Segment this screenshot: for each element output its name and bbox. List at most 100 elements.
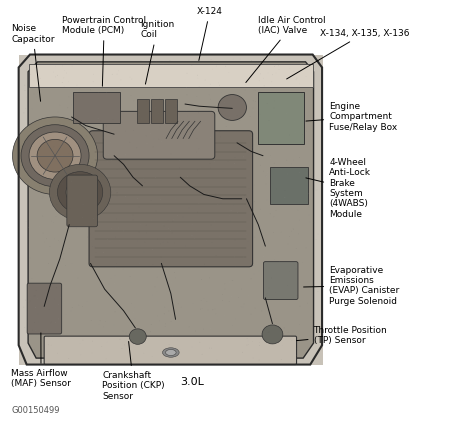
- Point: [309, 291, 316, 298]
- Point: [307, 314, 315, 321]
- Point: [56, 102, 64, 109]
- Point: [24, 133, 31, 140]
- Point: [84, 234, 91, 241]
- Point: [250, 270, 258, 277]
- Circle shape: [37, 140, 73, 172]
- Point: [188, 343, 196, 350]
- Point: [98, 56, 106, 63]
- Point: [53, 284, 60, 291]
- Point: [116, 237, 123, 244]
- Point: [188, 62, 196, 69]
- FancyBboxPatch shape: [44, 336, 297, 365]
- Point: [237, 286, 245, 292]
- Point: [91, 200, 98, 206]
- Point: [194, 124, 201, 131]
- Point: [36, 182, 44, 189]
- Point: [290, 157, 297, 164]
- Point: [122, 128, 129, 135]
- Point: [47, 319, 55, 326]
- Point: [263, 290, 271, 297]
- Point: [176, 165, 183, 172]
- Point: [120, 228, 128, 235]
- Point: [268, 78, 275, 85]
- Point: [247, 275, 255, 282]
- Circle shape: [12, 117, 98, 194]
- Point: [165, 280, 173, 287]
- Point: [43, 245, 51, 252]
- Point: [55, 237, 62, 244]
- Point: [30, 346, 38, 353]
- Point: [54, 201, 61, 208]
- Point: [239, 153, 247, 160]
- Point: [206, 160, 214, 167]
- Point: [111, 308, 119, 315]
- Point: [200, 326, 207, 333]
- Point: [105, 58, 112, 65]
- Point: [91, 243, 99, 250]
- Point: [121, 341, 128, 348]
- Point: [128, 61, 135, 68]
- Point: [309, 130, 316, 137]
- Point: [143, 76, 151, 83]
- Point: [173, 100, 181, 107]
- Point: [256, 106, 264, 113]
- Circle shape: [218, 95, 246, 121]
- Point: [302, 245, 310, 251]
- Point: [264, 329, 272, 336]
- Point: [45, 171, 52, 178]
- Point: [26, 236, 33, 243]
- Point: [37, 336, 45, 343]
- Point: [78, 57, 85, 64]
- Point: [168, 209, 176, 216]
- Point: [100, 134, 107, 141]
- Point: [230, 254, 238, 260]
- Point: [155, 136, 163, 143]
- Point: [297, 62, 305, 69]
- Point: [127, 92, 135, 99]
- Point: [32, 283, 40, 290]
- Point: [176, 346, 184, 353]
- Point: [296, 321, 303, 328]
- Point: [95, 89, 102, 95]
- Point: [91, 234, 99, 241]
- Point: [65, 245, 73, 252]
- Point: [109, 186, 116, 193]
- Point: [138, 115, 146, 122]
- Point: [25, 224, 32, 231]
- Point: [51, 196, 58, 203]
- Point: [79, 327, 87, 334]
- Point: [66, 205, 73, 212]
- Point: [177, 150, 184, 157]
- Point: [225, 69, 233, 76]
- Point: [149, 246, 156, 253]
- Point: [71, 173, 79, 180]
- Point: [198, 305, 206, 312]
- Point: [290, 225, 297, 232]
- Point: [31, 292, 39, 299]
- Point: [274, 248, 282, 255]
- Point: [265, 328, 273, 335]
- Point: [86, 257, 94, 264]
- Point: [258, 308, 265, 314]
- Point: [133, 144, 141, 151]
- Point: [51, 296, 58, 303]
- Point: [184, 96, 192, 103]
- Point: [283, 59, 290, 66]
- Point: [215, 79, 222, 86]
- Point: [87, 127, 94, 133]
- Point: [93, 315, 100, 322]
- Point: [218, 96, 225, 103]
- Circle shape: [49, 164, 111, 220]
- Point: [108, 225, 115, 232]
- Point: [164, 217, 172, 224]
- Point: [292, 245, 300, 252]
- Point: [39, 213, 46, 219]
- Point: [194, 191, 201, 197]
- Point: [241, 86, 249, 93]
- Point: [45, 334, 52, 340]
- Point: [236, 117, 244, 124]
- Point: [27, 295, 34, 302]
- Point: [295, 230, 302, 237]
- Point: [212, 191, 219, 197]
- Point: [50, 69, 57, 76]
